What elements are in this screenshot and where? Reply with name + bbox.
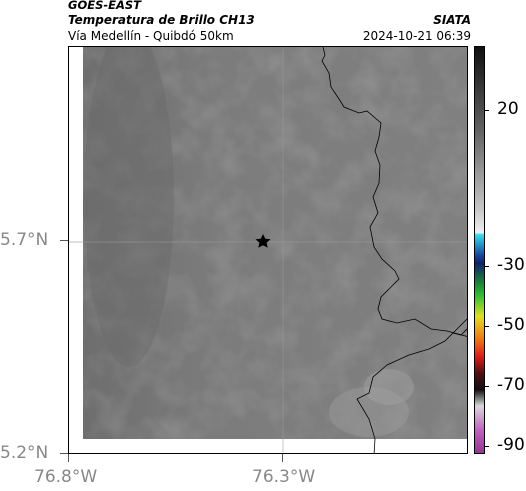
colorbar-tick	[485, 266, 489, 267]
colorbar-tick	[485, 386, 489, 387]
lat-tick	[60, 240, 68, 241]
longitude-label: 76.3°W	[252, 467, 316, 487]
colorbar	[474, 46, 485, 454]
colorbar-label: -30	[497, 255, 525, 275]
colorbar-label: 20	[497, 99, 519, 119]
latitude-label: 5.7°N	[0, 230, 49, 250]
colorbar-gradient	[475, 47, 484, 453]
lon-tick	[68, 454, 69, 462]
product-title: Temperatura de Brillo CH13	[68, 13, 255, 27]
satellite-map[interactable]	[68, 46, 468, 454]
lat-tick	[60, 453, 68, 454]
latitude-label: 5.2°N	[0, 443, 49, 463]
map-canvas	[69, 47, 467, 453]
colorbar-label: -90	[497, 435, 525, 455]
imagery-layer	[83, 47, 467, 439]
longitude-label: 76.8°W	[34, 467, 98, 487]
colorbar-tick	[485, 326, 489, 327]
lon-tick	[282, 454, 283, 462]
colorbar-label: -70	[497, 375, 525, 395]
border-line	[321, 47, 467, 337]
colorbar-tick	[485, 110, 489, 111]
star-icon	[255, 234, 271, 248]
colorbar-tick	[485, 446, 489, 447]
region-subtitle: Vía Medellín - Quibdó 50km	[68, 29, 234, 43]
colorbar-label: -50	[497, 315, 525, 335]
organization-label: SIATA	[433, 13, 471, 27]
satellite-title: GOES-EAST	[68, 0, 142, 12]
timestamp-label: 2024-10-21 06:39	[362, 29, 471, 43]
border-line-east	[452, 318, 467, 334]
grid-lines	[69, 47, 467, 453]
